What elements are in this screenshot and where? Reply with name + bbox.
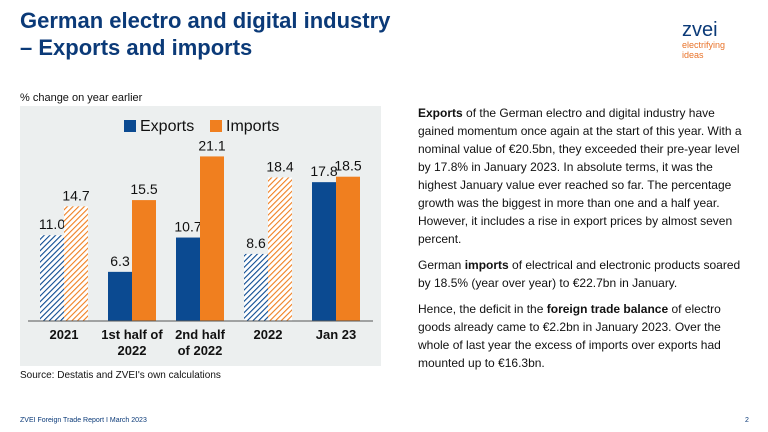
- data-label-exports-2: 10.7: [174, 219, 201, 235]
- bar-exports-3: [244, 253, 268, 321]
- data-label-exports-4: 17.8: [310, 163, 337, 179]
- data-label-exports-1: 6.3: [110, 253, 130, 269]
- bar-exports-2: [176, 237, 200, 321]
- text-balance: of electro goods already came to €2.2bn …: [418, 302, 721, 370]
- page-title: German electro and digital industry: [20, 8, 391, 33]
- chart-unit-label: % change on year earlier: [20, 92, 143, 104]
- bar-imports-2: [200, 156, 224, 321]
- data-label-imports-2: 21.1: [198, 137, 225, 153]
- bold-balance: foreign trade balance: [546, 302, 669, 316]
- text-imports: of electrical and electronic products so…: [418, 258, 741, 290]
- category-label-3: 2022: [254, 327, 283, 342]
- legend-label-imports: Imports: [226, 118, 279, 135]
- bar-exports-1: [108, 271, 132, 321]
- paragraph-imports: German imports of electrical and electro…: [418, 256, 748, 292]
- chart-source: Source: Destatis and ZVEI's own calculat…: [20, 370, 221, 381]
- category-label-2: 2nd half of 2022: [175, 327, 226, 358]
- bar-chart: Exports Imports 11.0 14.7 2021 6.3 15.5 1st hal…: [20, 106, 381, 366]
- category-label-1: 1st half of 2022: [101, 327, 163, 358]
- bar-exports-4: [312, 182, 336, 321]
- logo-word: zvei: [682, 19, 718, 41]
- bar-imports-1: [132, 200, 156, 321]
- zvei-logo: zvei electrifying ideas: [682, 20, 752, 60]
- category-label-4: Jan 23: [316, 327, 356, 342]
- bar-imports-4: [336, 176, 360, 321]
- category-label-0: 2021: [50, 327, 79, 342]
- bold-exports: Exports: [418, 106, 463, 120]
- page-subtitle: – Exports and imports: [20, 35, 253, 60]
- logo-tagline-1: electrifying: [682, 40, 726, 50]
- bold-imports: imports: [464, 258, 509, 272]
- data-label-imports-4: 18.5: [334, 158, 361, 174]
- data-label-exports-3: 8.6: [246, 235, 266, 251]
- body-text: Exports of the German electro and digita…: [418, 104, 748, 380]
- bar-exports-0: [40, 235, 64, 321]
- bar-imports-0: [64, 206, 88, 321]
- paragraph-exports: Exports of the German electro and digita…: [418, 104, 748, 248]
- footer-report-name: ZVEI Foreign Trade Report I March 2023: [20, 417, 147, 424]
- paragraph-balance: Hence, the deficit in the foreign trade …: [418, 300, 748, 372]
- footer-page-number: 2: [745, 417, 749, 424]
- data-label-imports-0: 14.7: [62, 187, 89, 203]
- data-label-imports-3: 18.4: [266, 158, 293, 174]
- data-label-exports-0: 11.0: [39, 216, 65, 232]
- data-label-imports-1: 15.5: [130, 181, 157, 197]
- text-balance-lead: Hence, the deficit in the: [418, 302, 547, 316]
- legend-swatch-imports: [210, 120, 222, 132]
- bar-imports-3: [268, 177, 292, 321]
- text-exports: of the German electro and digital indust…: [418, 106, 742, 246]
- text-imports-lead: German: [418, 258, 465, 272]
- legend-label-exports: Exports: [140, 118, 194, 135]
- legend-swatch-exports: [124, 120, 136, 132]
- chart-svg: Exports Imports 11.0 14.7 2021 6.3 15.5 1st hal…: [20, 106, 381, 366]
- logo-tagline-2: ideas: [682, 50, 704, 60]
